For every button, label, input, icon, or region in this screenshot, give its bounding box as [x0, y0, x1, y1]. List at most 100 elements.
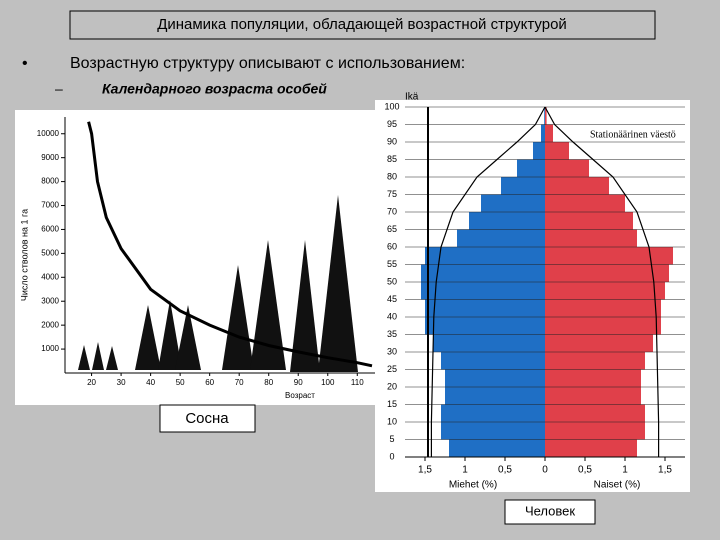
x-tick-label: 90 — [294, 378, 303, 387]
y-tick-label: 5 — [389, 434, 394, 444]
y-tick-label: 2000 — [41, 320, 59, 329]
annotation: Stationäärinen väestö — [590, 129, 676, 140]
chart-label: Человек — [525, 503, 575, 518]
line — [87, 121, 373, 368]
bar — [425, 247, 545, 265]
bar — [545, 107, 547, 125]
y-tick-label: 1000 — [41, 344, 59, 353]
bar — [425, 317, 545, 335]
x-tick-label: 100 — [321, 378, 335, 387]
y-tick-label: 4000 — [41, 272, 59, 281]
bar — [545, 439, 637, 457]
x-tick-label: 1 — [462, 465, 468, 476]
x-tick-label: 1 — [622, 465, 628, 476]
bar — [433, 334, 545, 352]
bullet: Возрастную структуру описывают с использ… — [70, 55, 465, 72]
title-box — [69, 10, 656, 40]
x-tick-label: 0,5 — [578, 465, 592, 476]
bar — [501, 177, 545, 195]
y-tick-label: 55 — [387, 259, 397, 269]
x-tick-label: 40 — [146, 378, 155, 387]
x-tick-label: 60 — [205, 378, 214, 387]
y-tick-label: 6000 — [41, 225, 59, 234]
y-tick-label: 65 — [387, 224, 397, 234]
bar — [445, 387, 545, 405]
y-tick-label: 25 — [387, 364, 397, 374]
bar — [481, 194, 545, 212]
y-tick-label: 5000 — [41, 248, 59, 257]
y-tick-label: 75 — [387, 189, 397, 199]
bar — [445, 369, 545, 387]
bar — [421, 264, 545, 282]
y-tick-label: 40 — [387, 311, 397, 321]
x-tick-label: 80 — [264, 378, 273, 387]
bar — [545, 282, 665, 300]
label-box — [159, 404, 256, 433]
y-tick-label: 90 — [387, 136, 397, 146]
y-tick-label: 95 — [387, 119, 397, 129]
x-tick-label: 70 — [235, 378, 244, 387]
bar — [545, 317, 661, 335]
bar — [425, 299, 545, 317]
y-tick-label: 15 — [387, 399, 397, 409]
y-tick-label: 30 — [387, 346, 397, 356]
y-tick-label: 50 — [387, 276, 397, 286]
y-tick-label: 0 — [389, 451, 394, 461]
slide-title: Динамика популяции, обладающей возрастно… — [157, 16, 567, 33]
bar — [533, 142, 545, 160]
bar — [449, 439, 545, 457]
bar — [457, 229, 545, 247]
bar — [545, 264, 669, 282]
x-tick-label: 1,5 — [658, 465, 672, 476]
stationary-line — [430, 106, 546, 457]
y-tick-label: 60 — [387, 241, 397, 251]
y-tick-label: 9000 — [41, 153, 59, 162]
bar — [545, 352, 645, 370]
x-tick-label: 50 — [176, 378, 185, 387]
bar — [545, 229, 637, 247]
y-tick-label: 7000 — [41, 201, 59, 210]
bar — [545, 299, 661, 317]
bar — [421, 282, 545, 300]
y-tick-label: 10 — [387, 416, 397, 426]
x-axis-title: Возраст — [285, 391, 315, 400]
x-tick-label: 110 — [351, 378, 364, 387]
x-tick-label: 1,5 — [418, 465, 432, 476]
y-tick-label: 100 — [384, 101, 399, 111]
label-box — [504, 499, 596, 525]
y-tick-label: 45 — [387, 294, 397, 304]
bar — [545, 159, 589, 177]
y-tick-label: 20 — [387, 381, 397, 391]
bar — [545, 142, 569, 160]
x-tick-label: 0 — [542, 465, 548, 476]
y-axis-title: Число стволов на 1 га — [19, 209, 29, 301]
y-tick-label: 85 — [387, 154, 397, 164]
bullet-dot: • — [22, 55, 28, 72]
subbullet: Календарного возраста особей — [102, 81, 327, 97]
bar — [441, 352, 545, 370]
bar — [545, 387, 641, 405]
y-tick-label: 80 — [387, 171, 397, 181]
x-tick-label: 20 — [87, 378, 96, 387]
axis-title: Miehet (%) — [449, 480, 497, 491]
bar — [545, 177, 609, 195]
y-tick-label: 70 — [387, 206, 397, 216]
y-tick-label: 35 — [387, 329, 397, 339]
bar — [545, 124, 553, 142]
stationary-line — [544, 106, 660, 457]
bar — [469, 212, 545, 230]
chart-label: Сосна — [185, 410, 229, 427]
bar — [541, 124, 545, 142]
y-tick-label: 10000 — [37, 129, 60, 138]
bar — [544, 107, 545, 125]
bar — [545, 247, 673, 265]
y-axis-title: Ikä — [405, 92, 419, 103]
x-tick-label: 30 — [117, 378, 126, 387]
sub-dash: – — [55, 81, 63, 97]
bar — [545, 212, 633, 230]
y-tick-label: 8000 — [41, 177, 59, 186]
bar — [545, 422, 645, 440]
bar — [545, 404, 645, 422]
